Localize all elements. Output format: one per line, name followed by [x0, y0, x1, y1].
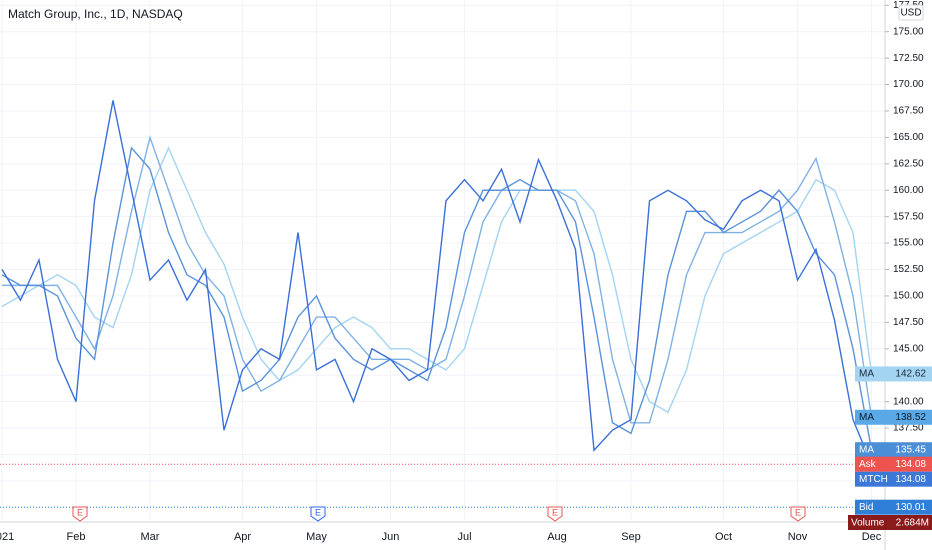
price-label-value: 134.08	[895, 459, 926, 470]
x-tick-label: Sep	[621, 531, 641, 543]
price-label-box	[855, 442, 932, 458]
x-tick-label: May	[306, 531, 327, 543]
price-label-box	[855, 456, 932, 472]
y-tick-label: 160.00	[893, 185, 924, 196]
price-label-value: 138.52	[895, 412, 926, 423]
earnings-label: E	[552, 507, 558, 517]
y-tick-label: 150.00	[893, 291, 924, 302]
currency-box	[898, 4, 924, 21]
y-tick-label: 167.50	[893, 106, 924, 117]
x-tick-label: Aug	[547, 531, 567, 543]
y-tick-label: 165.00	[893, 132, 924, 143]
y-tick-label: 172.50	[893, 53, 924, 64]
price-label-box	[855, 471, 932, 487]
x-tick-label: 2021	[0, 531, 14, 543]
y-tick-label: 147.50	[893, 317, 924, 328]
x-tick-label: Jul	[457, 531, 471, 543]
volume-value: 2.684M	[896, 518, 929, 529]
y-tick-label: 170.00	[893, 79, 924, 90]
price-label-name: Ask	[859, 459, 877, 470]
volume-name: Volume	[851, 518, 885, 529]
lines	[0, 100, 885, 508]
y-tick-label: 140.00	[893, 396, 924, 407]
price-label-box	[855, 366, 932, 382]
price-label-value: 142.62	[895, 369, 926, 380]
price-label-name: MA	[859, 412, 874, 423]
volume-box	[848, 515, 932, 530]
x-tick-label: Nov	[788, 531, 808, 543]
price-label-box	[855, 499, 932, 515]
x-tick-label: Feb	[67, 531, 86, 543]
price-label-name: Bid	[859, 502, 873, 513]
y-tick-label: 162.50	[893, 158, 924, 169]
earnings-label: E	[77, 507, 83, 517]
y-tick-label: 157.50	[893, 211, 924, 222]
earnings-marker: E E E E	[72, 506, 806, 522]
series-line	[1, 100, 873, 465]
y-tick-label: 155.00	[893, 238, 924, 249]
currency: USD	[900, 8, 921, 19]
y-tick-label: 175.00	[893, 26, 924, 37]
earnings-label: E	[315, 507, 321, 517]
x-tick-label: Jun	[382, 531, 400, 543]
earnings-label: E	[795, 507, 801, 517]
y-tick-label: 137.50	[893, 423, 924, 434]
price-label-name: MA	[859, 444, 874, 455]
chart-title: Match Group, Inc., 1D, NASDAQ	[8, 7, 183, 21]
price-label-value: 130.01	[895, 502, 926, 513]
price-label-value: 135.45	[895, 444, 926, 455]
x-tick-label: Dec	[862, 531, 882, 543]
series-line	[1, 146, 873, 450]
price-label-name: MTCH	[859, 474, 888, 485]
x-tick-label: Apr	[234, 531, 251, 543]
x-tick-label: Oct	[715, 531, 732, 543]
y-tick-label: 152.50	[893, 264, 924, 275]
price-label-value: 134.08	[895, 474, 926, 485]
price-label-box	[855, 409, 932, 425]
y-tick-label: 145.00	[893, 343, 924, 354]
grid	[0, 0, 885, 520]
x-tick-label: Mar	[141, 531, 160, 543]
price-label-name: MA	[859, 369, 874, 380]
series-line	[2, 134, 873, 424]
price-labels: MA 142.62 MA 138.52 MA 135.45 Ask 134.08 MTCH 134…	[855, 366, 932, 515]
